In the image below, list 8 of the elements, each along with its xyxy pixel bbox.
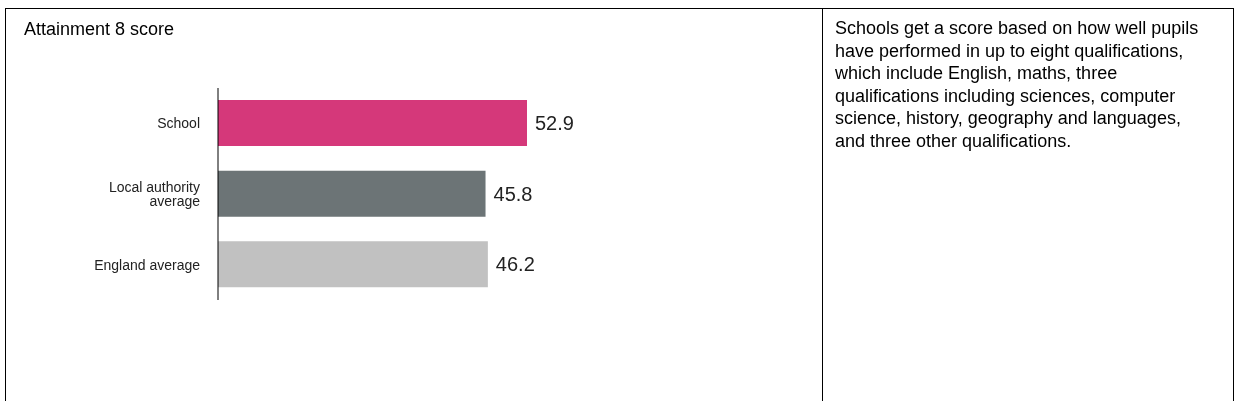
text: Schools get a score based on how well pupils have performed in up to eight qualifications, which include English, maths, three qualifications including sciences, computer science, history, geography and languages, and three other qualifications. (835, 17, 1200, 152)
y-tick-label: England average (94, 256, 201, 273)
data-label: 46.2 (495, 253, 535, 276)
y-tick-label: Local authority average (108, 178, 201, 209)
chart-title: Attainment 8 score (24, 19, 175, 40)
y-tick-label: School (157, 115, 200, 132)
data-label: 52.9 (535, 112, 574, 135)
data-label: 45.8 (493, 182, 533, 205)
